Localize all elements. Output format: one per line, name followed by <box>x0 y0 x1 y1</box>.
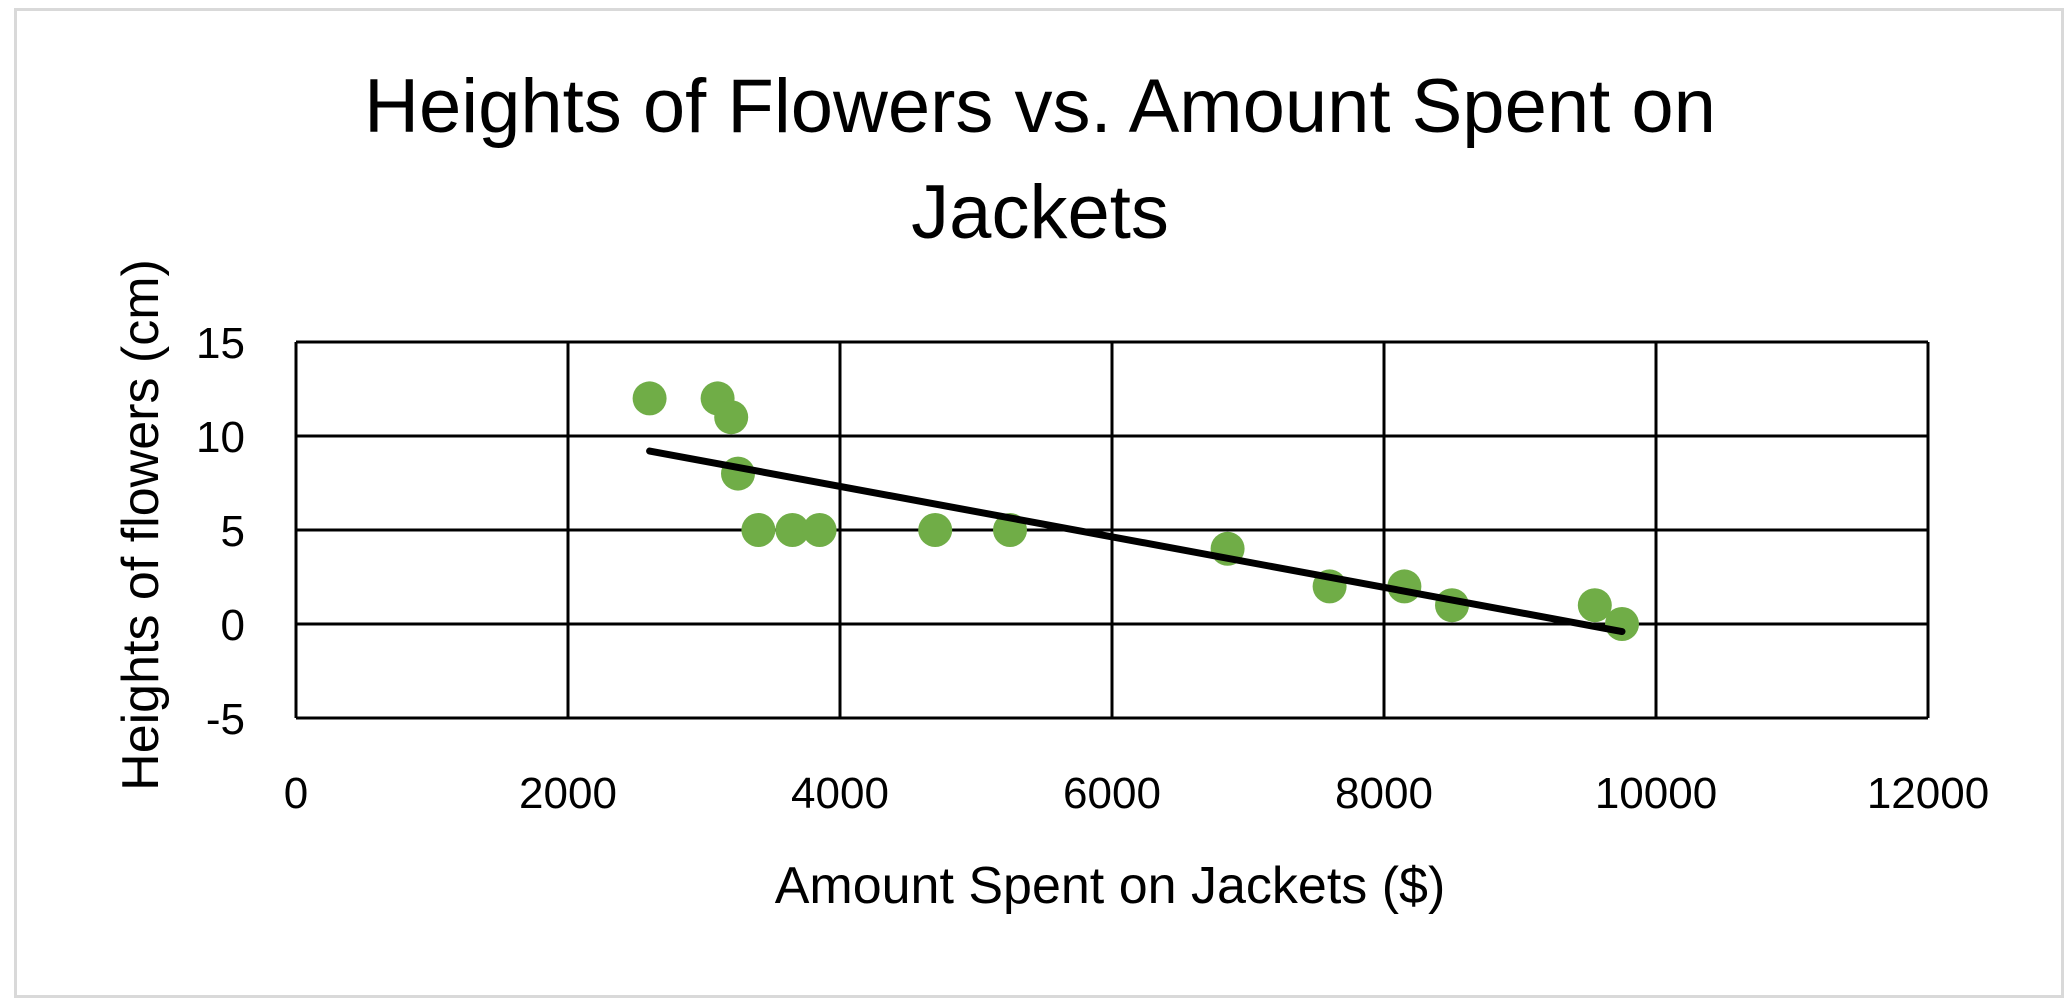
x-tick-labels: 0 2000 4000 6000 8000 10000 12000 <box>284 769 1989 818</box>
x-tick-label: 10000 <box>1595 769 1717 818</box>
gridlines <box>294 340 1930 720</box>
data-point <box>918 513 953 547</box>
chart-frame <box>14 8 2064 998</box>
y-tick-label: 10 <box>196 413 245 462</box>
x-tick-label: 0 <box>284 769 308 818</box>
x-tick-label: 12000 <box>1867 769 1989 818</box>
y-tick-label: -5 <box>206 695 245 744</box>
chart-title-line-1: Heights of Flowers vs. Amount Spent on <box>364 64 1716 149</box>
x-tick-label: 2000 <box>519 769 617 818</box>
chart-title-line-2: Jackets <box>911 170 1169 255</box>
x-tick-label: 6000 <box>1063 769 1161 818</box>
y-tick-label: 5 <box>221 507 245 556</box>
data-point <box>632 381 667 416</box>
x-axis-label: Amount Spent on Jackets ($) <box>775 857 1446 915</box>
trendline <box>646 447 1626 636</box>
data-point <box>741 513 776 547</box>
y-tick-label: 0 <box>221 601 245 650</box>
data-point <box>1605 607 1639 641</box>
y-axis-label: Heights of flowers (cm) <box>112 259 170 791</box>
y-tick-label: 15 <box>196 319 245 368</box>
data-point <box>1577 588 1612 623</box>
data-point <box>714 400 749 435</box>
data-point <box>775 513 810 547</box>
x-tick-label: 4000 <box>791 769 889 818</box>
y-tick-labels: -5 0 5 10 15 <box>196 319 245 744</box>
x-tick-label: 8000 <box>1335 769 1433 818</box>
data-points <box>632 381 1639 641</box>
data-point <box>802 513 837 547</box>
